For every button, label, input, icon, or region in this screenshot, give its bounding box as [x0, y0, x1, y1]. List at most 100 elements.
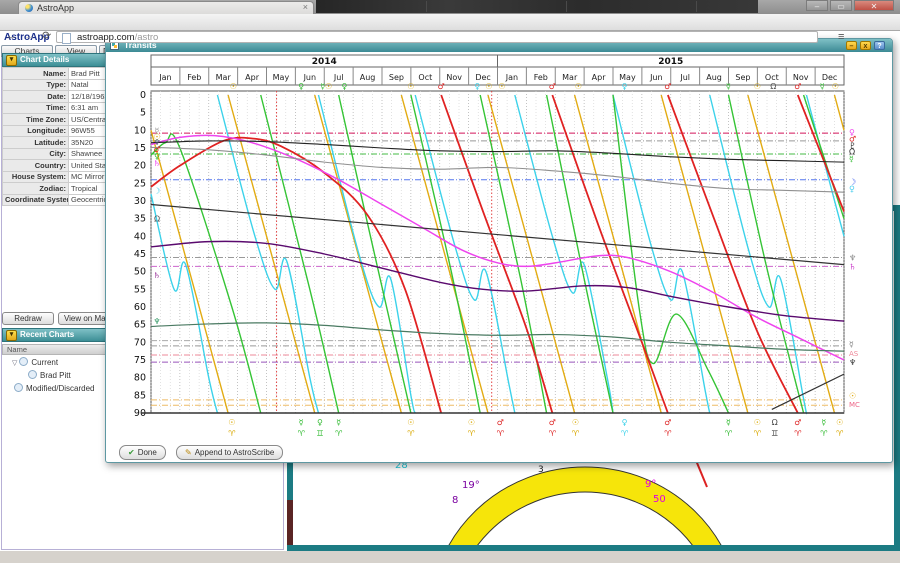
chart-detail-row: Coordinate System:Geocentric — [2, 193, 115, 206]
svg-text:♈: ♈ — [836, 429, 843, 438]
svg-text:50: 50 — [134, 267, 146, 278]
svg-text:2014: 2014 — [312, 57, 337, 67]
field-label: Country: — [2, 159, 69, 172]
forward-icon[interactable]: → — [24, 30, 35, 42]
svg-text:☿: ☿ — [726, 82, 731, 91]
svg-text:♀: ♀ — [622, 82, 628, 91]
svg-text:Oct: Oct — [765, 73, 779, 82]
expander-icon[interactable]: ▽ — [12, 360, 18, 367]
field-label: Coordinate System: — [2, 193, 69, 206]
svg-text:♀: ♀ — [849, 128, 855, 137]
svg-text:Nov: Nov — [793, 73, 809, 82]
svg-text:85: 85 — [134, 390, 146, 401]
chart-detail-row: Country: United States — [2, 159, 115, 172]
field-value: Tropical — [68, 182, 115, 195]
chart-details-title: Chart Details — [20, 55, 70, 64]
svg-text:65: 65 — [134, 320, 146, 331]
svg-text:☿: ☿ — [821, 418, 826, 427]
window-minimize-button[interactable]: – — [806, 0, 828, 11]
recent-charts-column-header[interactable]: Name — [2, 344, 108, 355]
svg-text:☿: ☿ — [320, 82, 325, 91]
dialog-minimize-button[interactable]: – — [846, 41, 857, 50]
svg-text:♈: ♈ — [549, 429, 556, 438]
svg-text:♄: ♄ — [153, 271, 160, 280]
svg-text:Mar: Mar — [216, 73, 232, 82]
svg-text:♈: ♈ — [298, 429, 305, 438]
svg-text:♇: ♇ — [849, 142, 856, 151]
wheel-label: 3 — [538, 465, 544, 475]
url-path: /astro — [134, 31, 159, 43]
svg-text:☉: ☉ — [153, 132, 160, 141]
svg-text:Ω: Ω — [849, 148, 855, 157]
tree-item-modified-discarded[interactable]: Modified/Discarded — [2, 382, 108, 395]
chart-detail-row: Time Zone: US/Central — [2, 113, 115, 126]
svg-text:♂: ♂ — [849, 134, 856, 143]
svg-text:♂: ♂ — [153, 145, 160, 154]
dialog-help-button[interactable]: ? — [874, 41, 885, 50]
field-label: House System: — [2, 170, 69, 183]
svg-text:May: May — [273, 73, 290, 82]
reload-icon[interactable]: ⟳ — [42, 30, 52, 42]
field-label: Time Zone: — [2, 113, 69, 126]
pencil-icon: ✎ — [185, 448, 192, 457]
svg-text:♀: ♀ — [474, 82, 480, 91]
dialog-title: Transits — [124, 40, 157, 50]
svg-text:2015: 2015 — [658, 57, 683, 67]
browser-toolbar: ← → ⟳ astroapp.com/astro ≡ — [0, 14, 900, 44]
svg-text:☉: ☉ — [754, 82, 761, 91]
svg-text:♂: ♂ — [794, 82, 801, 91]
wheel-label: 8 — [452, 495, 458, 506]
field-value: Geocentric — [68, 193, 115, 206]
tree-item-brad-pitt[interactable]: Brad Pitt — [2, 369, 108, 382]
svg-text:☉: ☉ — [832, 82, 839, 91]
svg-text:10: 10 — [134, 125, 146, 136]
svg-text:Dec: Dec — [475, 73, 490, 82]
svg-text:♈: ♈ — [335, 429, 342, 438]
svg-text:AS: AS — [849, 350, 859, 358]
svg-text:☿: ☿ — [726, 418, 731, 427]
url-domain: astroapp.com — [77, 31, 135, 43]
append-to-astroscribe-button[interactable]: ✎ Append to AstroScribe — [176, 445, 284, 460]
recent-charts-tree: ▽ Current Brad Pitt Modified/Discarded — [2, 356, 108, 395]
tab-separator — [566, 1, 567, 12]
wheel-label: 19° — [462, 480, 480, 491]
field-label: Longitude: — [2, 124, 69, 137]
browser-tab-astroapp[interactable]: AstroApp × — [18, 1, 314, 14]
back-icon[interactable]: ← — [6, 30, 17, 42]
svg-text:♊: ♊ — [316, 429, 323, 438]
svg-text:♂: ♂ — [549, 418, 556, 427]
svg-text:☉: ☉ — [498, 82, 505, 91]
svg-text:☉: ☉ — [754, 418, 761, 427]
tab-close-icon[interactable]: × — [302, 2, 308, 12]
svg-text:Aug: Aug — [360, 73, 376, 82]
svg-text:♈: ♈ — [820, 429, 827, 438]
field-label: Time: — [2, 101, 69, 114]
svg-text:90: 90 — [134, 408, 146, 419]
browser-menu-icon[interactable]: ≡ — [838, 31, 845, 43]
svg-text:♈: ♈ — [664, 429, 671, 438]
background-tabs[interactable] — [316, 0, 758, 13]
window-close-button[interactable]: ✕ — [854, 0, 894, 11]
dialog-close-button[interactable]: x — [860, 41, 871, 50]
chart-detail-row: Longitude: 96W55 — [2, 124, 115, 137]
redraw-button[interactable]: Redraw — [2, 312, 54, 325]
tab-separator — [696, 1, 697, 12]
tab-separator — [426, 1, 427, 12]
field-value: United States — [68, 159, 115, 172]
astroapp-favicon-icon — [25, 4, 33, 12]
window-maximize-button[interactable]: ▭ — [830, 0, 852, 11]
svg-text:40: 40 — [134, 231, 146, 242]
tree-item-current[interactable]: ▽ Current — [12, 357, 59, 367]
svg-text:35: 35 — [134, 214, 146, 225]
svg-text:☽: ☽ — [849, 178, 856, 187]
url-bar[interactable]: astroapp.com/astro — [56, 30, 818, 43]
page-bottom-strip — [0, 551, 900, 563]
panel-collapse-icon[interactable]: ▾ — [6, 330, 17, 341]
browser-tab-strip: AstroApp × – ▭ ✕ — [0, 0, 900, 14]
done-button[interactable]: ✔ Done — [119, 445, 166, 460]
svg-text:♈: ♈ — [725, 429, 732, 438]
panel-collapse-icon[interactable]: ▾ — [6, 55, 17, 66]
check-icon: ✔ — [128, 448, 135, 457]
